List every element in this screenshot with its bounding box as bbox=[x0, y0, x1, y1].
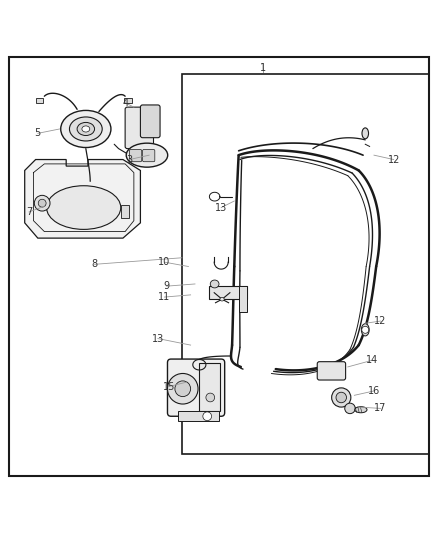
FancyBboxPatch shape bbox=[167, 359, 225, 416]
Bar bbox=[124, 98, 132, 103]
Bar bbox=[35, 98, 43, 103]
FancyBboxPatch shape bbox=[141, 105, 160, 138]
Text: 5: 5 bbox=[35, 128, 41, 139]
Circle shape bbox=[203, 412, 212, 421]
Polygon shape bbox=[25, 159, 141, 238]
Circle shape bbox=[332, 388, 351, 407]
Bar bbox=[182, 75, 428, 454]
Bar bbox=[239, 286, 247, 312]
Text: 13: 13 bbox=[215, 203, 227, 213]
Circle shape bbox=[345, 403, 355, 414]
Ellipse shape bbox=[355, 407, 367, 413]
Bar bbox=[209, 286, 247, 299]
Ellipse shape bbox=[70, 117, 102, 141]
Bar bbox=[177, 410, 219, 422]
Ellipse shape bbox=[61, 110, 111, 148]
FancyBboxPatch shape bbox=[130, 149, 142, 161]
Circle shape bbox=[38, 199, 46, 207]
Circle shape bbox=[206, 393, 215, 402]
Circle shape bbox=[362, 326, 369, 333]
Text: 3: 3 bbox=[127, 155, 133, 165]
Text: 16: 16 bbox=[368, 386, 380, 396]
Ellipse shape bbox=[77, 123, 95, 135]
Ellipse shape bbox=[361, 324, 369, 336]
Circle shape bbox=[34, 195, 50, 211]
Ellipse shape bbox=[220, 297, 224, 301]
Bar bbox=[199, 362, 220, 410]
Circle shape bbox=[336, 392, 346, 403]
Text: 1: 1 bbox=[260, 63, 266, 73]
Text: 4: 4 bbox=[122, 98, 128, 108]
Text: 12: 12 bbox=[374, 316, 387, 326]
Text: 17: 17 bbox=[374, 403, 387, 414]
Ellipse shape bbox=[82, 126, 90, 132]
Text: 14: 14 bbox=[366, 356, 378, 365]
Circle shape bbox=[175, 381, 191, 397]
Ellipse shape bbox=[126, 143, 168, 167]
Text: 10: 10 bbox=[158, 257, 170, 267]
Ellipse shape bbox=[362, 128, 368, 139]
FancyBboxPatch shape bbox=[317, 362, 346, 380]
Text: 15: 15 bbox=[162, 382, 175, 392]
Text: 13: 13 bbox=[152, 334, 164, 344]
Bar bbox=[121, 205, 129, 219]
Circle shape bbox=[167, 374, 198, 404]
Text: 12: 12 bbox=[388, 155, 400, 165]
Text: 7: 7 bbox=[26, 207, 32, 217]
Text: 11: 11 bbox=[158, 292, 170, 302]
Ellipse shape bbox=[210, 280, 219, 288]
Ellipse shape bbox=[46, 185, 121, 229]
Text: 9: 9 bbox=[163, 281, 170, 291]
FancyBboxPatch shape bbox=[143, 149, 155, 161]
Text: 8: 8 bbox=[92, 260, 98, 269]
FancyBboxPatch shape bbox=[125, 107, 153, 149]
